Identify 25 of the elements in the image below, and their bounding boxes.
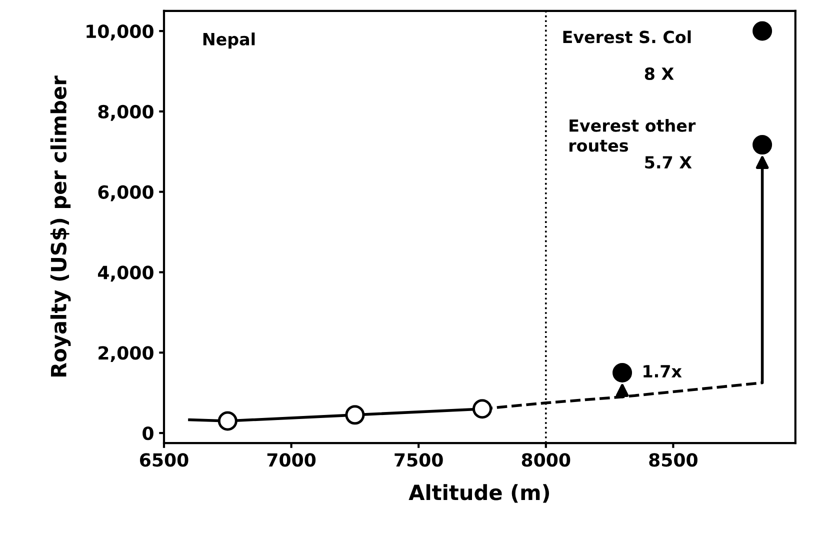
x-tick-label: 8500	[649, 453, 698, 467]
x-tick-label: 7500	[394, 453, 443, 467]
y-tick-label: 10,000	[86, 24, 154, 40]
annotation: 5.7 X	[645, 156, 692, 169]
y-axis-title: Royalty (US$) per climber	[50, 76, 71, 377]
annotation: Everest other routes	[569, 118, 696, 152]
y-tick-label: 0	[142, 426, 154, 440]
point	[752, 21, 772, 41]
y-tick-label: 8,000	[98, 104, 154, 121]
point	[472, 399, 492, 419]
y-tick-label: 6,000	[98, 185, 154, 202]
annotation: Nepal	[203, 32, 255, 49]
annotation: 8 X	[644, 67, 674, 80]
x-tick-label: 6500	[140, 453, 188, 467]
point	[752, 135, 772, 155]
annotation: 1.7x	[644, 365, 682, 378]
annotation: Everest S. Col	[563, 30, 691, 44]
x-axis-title: Altitude (m)	[408, 484, 550, 503]
x-tick-label: 8000	[522, 453, 570, 467]
x-tick-label: 7000	[267, 453, 316, 467]
y-tick-label: 4,000	[98, 266, 154, 282]
y-tick-label: 2,000	[98, 346, 154, 362]
point	[218, 411, 238, 431]
point	[345, 405, 365, 425]
point	[612, 362, 632, 382]
